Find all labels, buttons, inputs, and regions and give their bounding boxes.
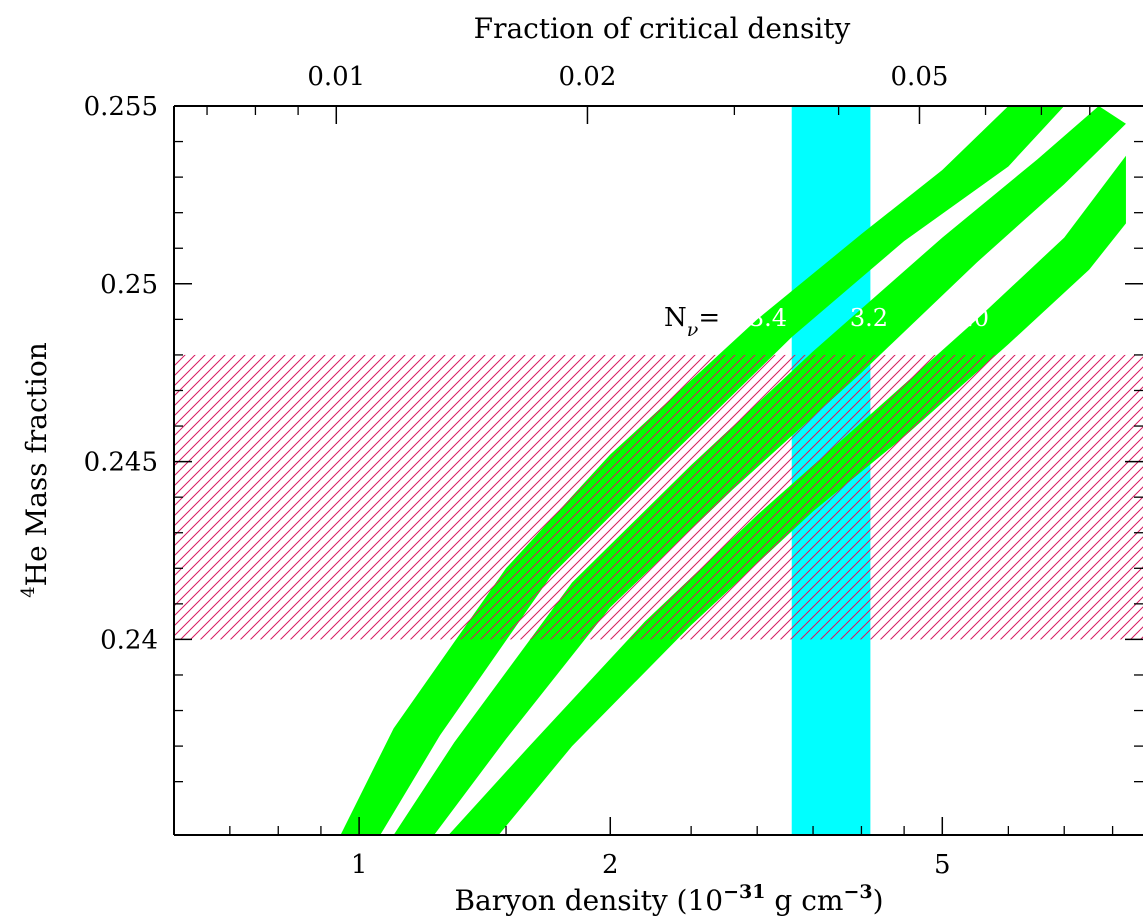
x-tick-label: 1 bbox=[351, 850, 368, 880]
y-tick-label: 0.255 bbox=[84, 92, 158, 122]
x2-tick-label: 0.05 bbox=[891, 62, 949, 92]
y-tick-label: 0.245 bbox=[84, 448, 158, 478]
band-label-3-0: 3.0 bbox=[951, 304, 989, 332]
nnu-band-3-2 bbox=[393, 106, 1126, 835]
plot-area bbox=[174, 106, 1143, 835]
x2-tick-label: 0.01 bbox=[307, 62, 365, 92]
y-tick-label: 0.24 bbox=[100, 625, 158, 655]
axis-ticks bbox=[173, 105, 1143, 835]
y-axis-title: 4He Mass fraction bbox=[18, 342, 53, 598]
x-axis-title: Baryon density (10−31 g cm−3) bbox=[454, 881, 883, 917]
top-axis-title: Fraction of critical density bbox=[474, 12, 851, 45]
band-label-3-2: 3.2 bbox=[850, 304, 888, 332]
observed-helium-band bbox=[174, 354, 1143, 640]
nnu-band-3-4 bbox=[340, 106, 1065, 835]
band-labels: 3.4 3.2 3.0 bbox=[749, 304, 989, 332]
tick-labels: 1 2 5 0.01 0.02 0.05 0.24 0.245 0.25 0.255 bbox=[84, 62, 951, 880]
nnu-label: Nν= bbox=[664, 303, 720, 341]
x2-tick-label: 0.02 bbox=[559, 62, 617, 92]
axes-frame bbox=[173, 105, 1143, 836]
x-tick-label: 2 bbox=[602, 850, 619, 880]
x-tick-label: 5 bbox=[934, 850, 951, 880]
band-label-3-4: 3.4 bbox=[749, 304, 787, 332]
y-tick-label: 0.25 bbox=[100, 270, 158, 300]
